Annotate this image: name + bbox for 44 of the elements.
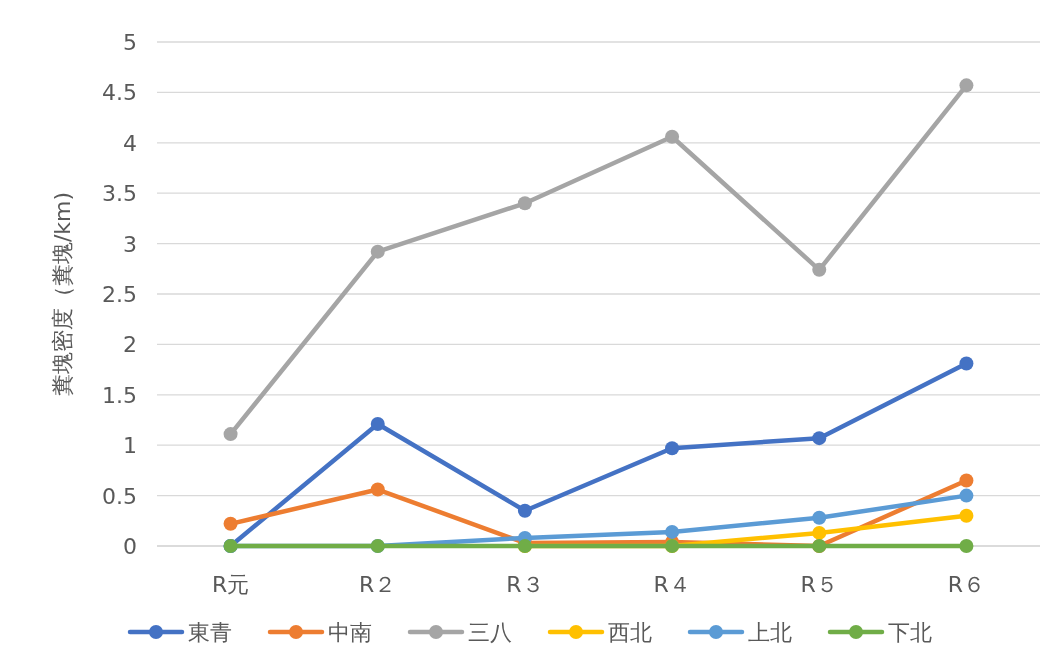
point — [370, 482, 385, 497]
x-tick-label: R２ — [359, 572, 397, 597]
y-tick-label: 2 — [123, 332, 137, 358]
point — [517, 503, 532, 518]
point — [812, 262, 827, 277]
point — [517, 196, 532, 211]
y-axis-title: 糞塊密度（糞塊/km) — [50, 191, 75, 397]
point — [812, 510, 827, 525]
y-tick-label: 1.5 — [102, 382, 137, 408]
point — [665, 441, 680, 456]
y-tick-label: 4.5 — [102, 80, 137, 106]
y-tick-label: 4 — [123, 130, 137, 156]
legend-label: 東青 — [188, 620, 232, 645]
point — [223, 516, 238, 531]
y-tick-label: 3 — [123, 231, 137, 257]
point — [665, 524, 680, 539]
point — [959, 508, 974, 523]
point — [959, 356, 974, 371]
legend-label: 上北 — [748, 620, 792, 645]
point — [959, 78, 974, 93]
y-tick-label: 0 — [123, 534, 137, 559]
point — [812, 525, 827, 540]
y-tick-label: 1 — [123, 433, 137, 459]
y-tick-label: 0.5 — [102, 483, 137, 509]
point — [370, 244, 385, 259]
point — [959, 539, 974, 553]
legend-label: 西北 — [608, 620, 652, 645]
legend-label: 中南 — [328, 620, 372, 645]
x-tick-label: R６ — [947, 572, 986, 597]
y-tick-label: 2.5 — [102, 282, 137, 307]
y-tick-label: 3.5 — [102, 181, 137, 207]
x-tick-label: R３ — [506, 572, 544, 597]
x-tick-label: R元 — [211, 572, 250, 597]
point — [812, 431, 827, 446]
y-tick-label: 5 — [123, 30, 137, 55]
x-tick-label: R４ — [653, 572, 691, 597]
point — [959, 473, 974, 488]
point — [665, 129, 680, 144]
legend-label: 三八 — [468, 620, 512, 645]
point — [223, 427, 238, 442]
x-tick-label: R５ — [800, 572, 838, 597]
point — [370, 417, 385, 432]
point — [959, 488, 974, 503]
legend-label: 下北 — [888, 620, 932, 645]
